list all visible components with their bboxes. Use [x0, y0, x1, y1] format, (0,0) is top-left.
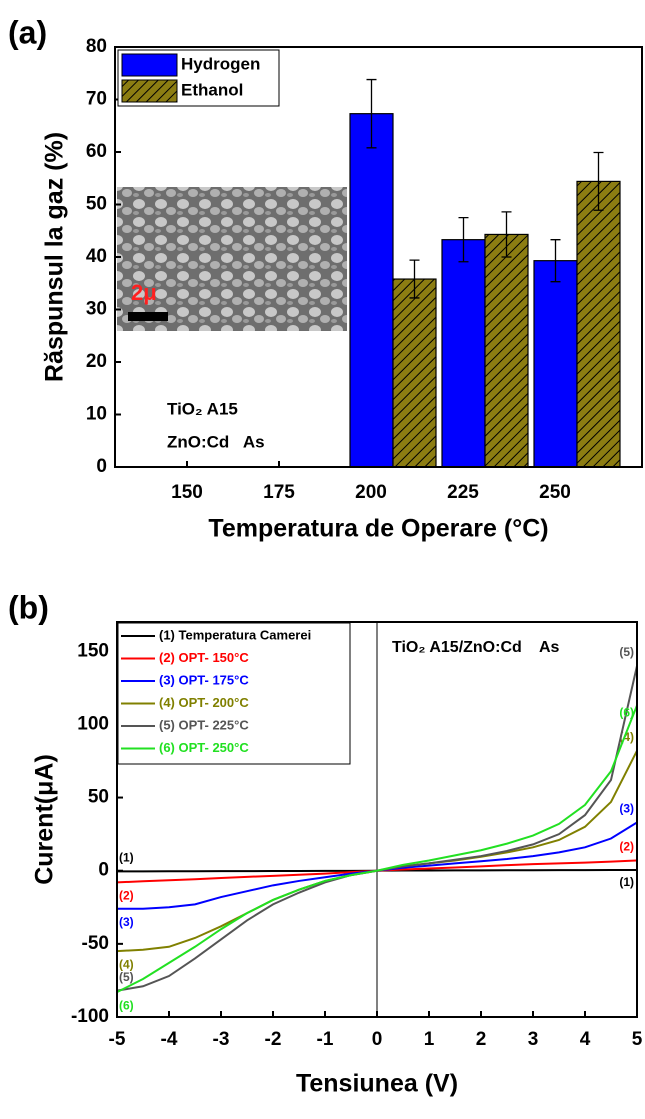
bar: [577, 181, 620, 467]
curve-tag: (2): [119, 889, 134, 903]
y-tick-label: 60: [86, 141, 107, 162]
x-tick-label: 4: [580, 1029, 591, 1050]
x-tick-label: 5: [632, 1029, 643, 1050]
x-tick-label: 250: [539, 482, 571, 503]
legend-label: (4) OPT- 200°C: [159, 695, 249, 710]
x-axis-title: Temperatura de Operare (°C): [208, 515, 548, 543]
legend-label: Hydrogen: [181, 54, 260, 73]
y-tick-label: 30: [86, 299, 107, 320]
curve-tag: (5): [619, 645, 634, 659]
x-tick-label: 3: [528, 1029, 539, 1050]
bar: [534, 261, 577, 467]
panel-b: -100 -50 0 50 100 150 -5 -4 -3 -2 -1 0 1 2 3 4 5 (1) (1) (2…: [8, 589, 643, 1097]
bar: [442, 240, 485, 467]
bar: [350, 114, 393, 467]
y-tick-label: 50: [86, 194, 107, 215]
y-tick-label: 0: [96, 456, 107, 477]
x-tick-label: 1: [424, 1029, 435, 1050]
legend-label: (5) OPT- 225°C: [159, 717, 249, 732]
legend-label: (3) OPT- 175°C: [159, 672, 249, 687]
y-tick-label: -50: [82, 933, 109, 954]
x-tick-label: -2: [265, 1029, 282, 1050]
curve-tag: (3): [619, 802, 634, 816]
annotation: TiO₂ A15/ZnO:Cd As: [392, 639, 560, 656]
bar: [485, 234, 528, 467]
curve-tag: (1): [619, 875, 634, 889]
curve-tag: (6): [119, 998, 134, 1012]
y-tick-label: 40: [86, 246, 107, 267]
inset-image: [117, 187, 347, 331]
y-tick-label: 20: [86, 351, 107, 372]
panel-a: 2μ 0 10 20 30 40 50 60 70 80 150 175 200 225 250 (a) Răs…: [8, 14, 642, 542]
legend-swatch: [122, 54, 177, 76]
panel-label: (b): [8, 589, 49, 625]
legend-label: Ethanol: [181, 80, 243, 99]
inset-label: 2μ: [131, 280, 157, 305]
legend-label: (2) OPT- 150°C: [159, 650, 249, 665]
y-tick-label: -100: [71, 1006, 109, 1027]
annotation: ZnO:Cd As: [167, 432, 265, 451]
panel-label: (a): [8, 14, 47, 50]
y-axis-title: Răspunsul la gaz (%): [41, 132, 69, 382]
x-axis-title: Tensiunea (V): [296, 1070, 458, 1098]
scale-bar: [128, 312, 168, 321]
legend-label: (6) OPT- 250°C: [159, 740, 249, 755]
y-tick-label: 70: [86, 89, 107, 110]
curve-tag: (1): [119, 851, 134, 865]
y-tick-label: 150: [77, 640, 109, 661]
curve-tag: (3): [119, 915, 134, 929]
annotation: TiO₂ A15: [167, 399, 238, 418]
figure: 2μ01020304050607080150175200225250(a)Răs…: [0, 0, 645, 1119]
curve-tag: (5): [119, 970, 134, 984]
x-tick-label: -3: [213, 1029, 230, 1050]
x-tick-label: 2: [476, 1029, 487, 1050]
x-tick-label: -1: [317, 1029, 334, 1050]
curve-tag: (2): [619, 840, 634, 854]
x-tick-label: -5: [109, 1029, 126, 1050]
x-tick-label: 225: [447, 482, 479, 503]
curve-tag: (6): [619, 706, 634, 720]
y-tick-label: 0: [98, 860, 109, 881]
y-tick-label: 80: [86, 36, 107, 57]
x-tick-label: 150: [171, 482, 203, 503]
y-tick-label: 100: [77, 713, 109, 734]
x-tick-label: 0: [372, 1029, 383, 1050]
x-tick-label: 200: [355, 482, 387, 503]
y-tick-label: 10: [86, 404, 107, 425]
x-tick-label: 175: [263, 482, 295, 503]
bar: [393, 279, 436, 467]
x-tick-label: -4: [161, 1029, 178, 1050]
y-tick-label: 50: [88, 787, 109, 808]
legend-label: (1) Temperatura Camerei: [159, 627, 311, 642]
legend-swatch: [122, 80, 177, 102]
y-axis-title: Curent(μA): [31, 754, 59, 885]
